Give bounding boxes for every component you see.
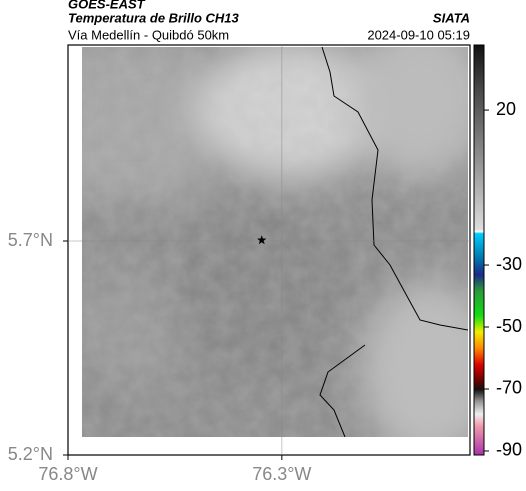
- x-tick-label: 76.3°W: [252, 464, 311, 484]
- location-marker: [257, 235, 267, 245]
- colorbar-tick-label: 20: [496, 99, 516, 119]
- title: Temperatura de Brillo CH13: [68, 10, 240, 25]
- satellite-image: [82, 47, 468, 437]
- subtitle: Vía Medellín - Quibdó 50km: [68, 27, 229, 42]
- colorbar-tick-label: -70: [496, 378, 522, 398]
- colorbar-tick-label: -90: [496, 440, 522, 460]
- y-tick-label: 5.7°N: [8, 230, 53, 250]
- agency: SIATA: [433, 10, 470, 25]
- timestamp: 2024-09-10 05:19: [367, 27, 470, 42]
- colorbar: [473, 44, 485, 456]
- map-frame: [67, 44, 471, 456]
- source: GOES-EAST: [68, 0, 146, 11]
- x-tick-label: 76.8°W: [38, 464, 97, 484]
- colorbar-tick-label: -50: [496, 316, 522, 336]
- y-tick-label: 5.2°N: [8, 444, 53, 464]
- colorbar-tick-label: -30: [496, 254, 522, 274]
